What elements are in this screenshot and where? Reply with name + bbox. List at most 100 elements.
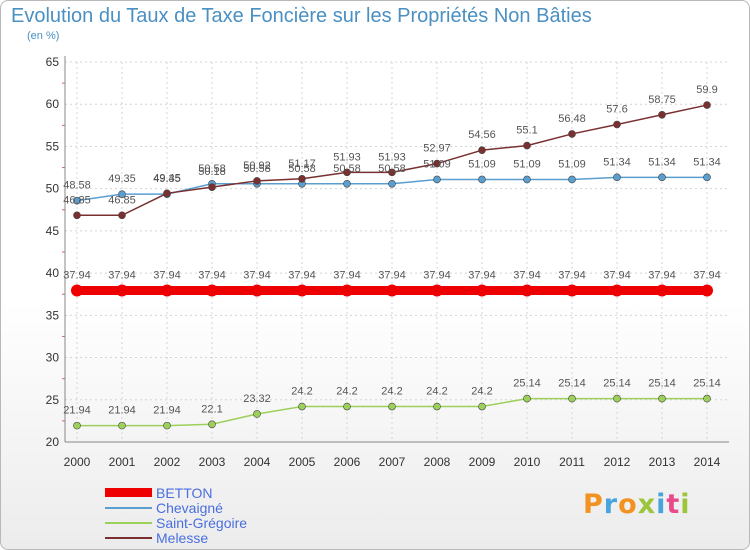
- data-point: [118, 421, 126, 430]
- data-label: 37.94: [468, 270, 496, 282]
- data-label: 50.18: [198, 166, 226, 178]
- data-label: 24.2: [291, 386, 312, 398]
- data-point: [521, 284, 533, 297]
- x-tick-label: 2007: [379, 455, 406, 469]
- data-point: [523, 141, 531, 150]
- data-label: 51.17: [288, 158, 316, 170]
- logo-letter: i: [680, 489, 691, 520]
- data-label: 57.6: [606, 103, 627, 115]
- data-point: [613, 394, 621, 403]
- data-point: [433, 159, 441, 168]
- x-tick-label: 2010: [514, 455, 541, 469]
- x-tick-label: 2006: [334, 455, 361, 469]
- data-label: 25.14: [513, 378, 541, 390]
- data-point: [658, 173, 666, 182]
- x-tick-label: 2014: [694, 455, 721, 469]
- data-label: 25.14: [558, 378, 586, 390]
- data-label: 37.94: [108, 270, 136, 282]
- data-label: 50.58: [198, 163, 226, 175]
- data-label: 21.94: [108, 405, 136, 417]
- data-point: [388, 402, 396, 411]
- y-tick-label: 35: [46, 308, 60, 322]
- data-label: 37.94: [558, 270, 586, 282]
- data-point: [118, 190, 126, 198]
- data-label: 50.58: [243, 163, 271, 175]
- chart-unit-label: (en %): [27, 30, 60, 42]
- data-point: [478, 402, 486, 411]
- data-point: [343, 402, 351, 411]
- data-point: [478, 146, 486, 154]
- data-label: 37.94: [198, 270, 226, 282]
- data-label: 49.35: [153, 173, 181, 185]
- data-label: 37.94: [648, 270, 676, 282]
- data-label: 46.85: [108, 194, 136, 206]
- data-label: 37.94: [378, 270, 406, 282]
- y-tick-label: 55: [46, 139, 60, 153]
- data-label: 50.58: [333, 163, 361, 175]
- data-label: 51.34: [693, 156, 721, 168]
- logo-letter: P: [583, 489, 604, 520]
- y-tick-label: 30: [46, 351, 60, 365]
- data-label: 25.14: [648, 378, 676, 390]
- logo-letter: x: [637, 489, 657, 520]
- legend-label: Chevaigné: [156, 500, 223, 516]
- legend-label: Saint-Grégoire: [156, 515, 247, 531]
- y-tick-label: 65: [46, 55, 60, 69]
- data-label: 24.2: [336, 386, 357, 398]
- data-point: [656, 284, 668, 297]
- logo-letter: r: [603, 489, 619, 520]
- data-label: 37.94: [693, 270, 721, 282]
- x-tick-label: 2002: [154, 455, 181, 469]
- y-tick-label: 20: [46, 435, 60, 449]
- data-point: [206, 284, 218, 297]
- y-tick-label: 45: [46, 224, 60, 238]
- x-tick-label: 2011: [559, 455, 585, 469]
- data-point: [523, 394, 531, 403]
- data-label: 51.09: [468, 158, 496, 170]
- data-point: [161, 284, 173, 297]
- data-label: 51.34: [603, 156, 631, 168]
- data-label: 24.2: [381, 386, 402, 398]
- legend-label: BETTON: [156, 485, 213, 501]
- data-point: [568, 175, 576, 184]
- x-tick-label: 2013: [649, 455, 676, 469]
- data-point: [658, 110, 666, 119]
- data-label: 59.9: [696, 84, 717, 96]
- data-label: 24.2: [471, 386, 492, 398]
- data-point: [71, 284, 83, 297]
- data-label: 37.94: [333, 270, 361, 282]
- data-label: 52.97: [423, 143, 451, 155]
- data-label: 24.2: [426, 386, 447, 398]
- proxiti-logo: Proxiti: [583, 489, 691, 520]
- data-point: [613, 173, 621, 182]
- data-point: [658, 394, 666, 403]
- data-point: [341, 284, 353, 297]
- data-label: 51.93: [333, 151, 361, 163]
- data-label: 37.94: [63, 270, 91, 282]
- data-label: 55.1: [516, 125, 537, 137]
- data-point: [163, 421, 171, 430]
- data-point: [568, 130, 576, 138]
- data-label: 51.93: [378, 151, 406, 163]
- data-point: [613, 120, 621, 129]
- data-point: [253, 177, 261, 185]
- data-point: [566, 284, 578, 297]
- data-point: [386, 284, 398, 297]
- data-point: [701, 284, 713, 297]
- data-label: 22.1: [201, 403, 222, 415]
- data-label: 37.94: [153, 270, 181, 282]
- x-tick-label: 2000: [64, 455, 91, 469]
- chart-title: Evolution du Taux de Taxe Foncière sur l…: [11, 5, 592, 27]
- data-point: [73, 421, 81, 430]
- y-tick-label: 60: [46, 97, 60, 111]
- data-point: [343, 179, 351, 188]
- data-label: 50.58: [288, 163, 316, 175]
- logo-letter: t: [666, 489, 681, 520]
- y-tick-label: 25: [46, 393, 60, 407]
- data-point: [611, 284, 623, 297]
- data-point: [298, 174, 306, 183]
- x-tick-label: 2005: [289, 455, 316, 469]
- data-label: 37.94: [243, 270, 271, 282]
